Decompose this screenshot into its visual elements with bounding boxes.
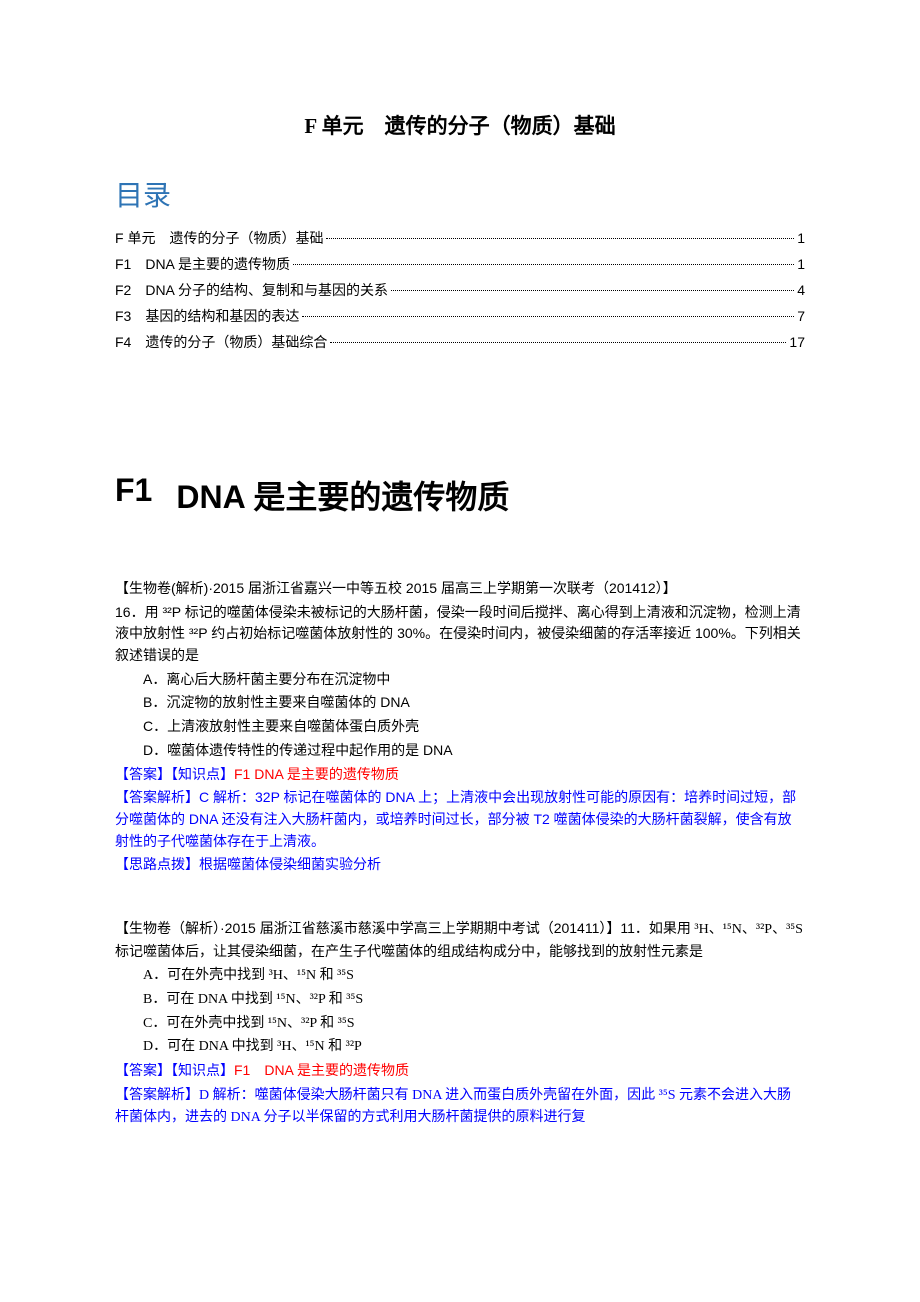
question-stem: 16．用 ³²P 标记的噬菌体侵染未被标记的大肠杆菌，侵染一段时间后搅拌、离心得…	[115, 602, 805, 667]
question-source: 【生物卷(解析)·2015 届浙江省嘉兴一中等五校 2015 届高三上学期第一次…	[115, 578, 805, 600]
toc-label[interactable]: F4 遗传的分子（物质）基础综合	[115, 332, 327, 352]
question-block: 【生物卷（解析）·2015 届浙江省慈溪市慈溪中学高三上学期期中考试（20141…	[115, 918, 805, 1129]
option: D．噬菌体遗传特性的传递过程中起作用的是 DNA	[143, 740, 805, 762]
toc-page: 1	[797, 256, 805, 272]
section-code: F1	[115, 472, 152, 518]
question-block: 【生物卷(解析)·2015 届浙江省嘉兴一中等五校 2015 届高三上学期第一次…	[115, 578, 805, 876]
knowledge-point: 【答案】【知识点】F1 DNA 是主要的遗传物质	[115, 1060, 805, 1082]
spacer	[115, 878, 805, 918]
toc-page: 4	[797, 282, 805, 298]
toc-row: F 单元 遗传的分子（物质）基础 1	[115, 228, 805, 248]
question-options: A．可在外壳中找到 ³H、¹⁵N 和 ³⁵S B．可在 DNA 中找到 ¹⁵N、…	[143, 965, 805, 1058]
toc-label[interactable]: F3 基因的结构和基因的表达	[115, 306, 299, 326]
question-stem: 【生物卷（解析）·2015 届浙江省慈溪市慈溪中学高三上学期期中考试（20141…	[115, 918, 805, 963]
toc-heading: 目录	[115, 174, 805, 214]
option: D．可在 DNA 中找到 ³H、¹⁵N 和 ³²P	[143, 1036, 805, 1058]
toc-label[interactable]: F 单元 遗传的分子（物质）基础	[115, 228, 323, 248]
toc-page: 7	[797, 308, 805, 324]
toc-page: 1	[797, 230, 805, 246]
option: B．可在 DNA 中找到 ¹⁵N、³²P 和 ³⁵S	[143, 989, 805, 1011]
question-options: A．离心后大肠杆菌主要分布在沉淀物中 B．沉淀物的放射性主要来自噬菌体的 DNA…	[143, 669, 805, 762]
toc-page: 17	[789, 334, 805, 350]
section-title: DNA 是主要的遗传物质	[176, 472, 509, 518]
toc-row: F3 基因的结构和基因的表达 7	[115, 306, 805, 326]
answer-analysis: 【答案解析】C 解析：32P 标记在噬菌体的 DNA 上；上清液中会出现放射性可…	[115, 787, 805, 852]
toc-leader	[302, 316, 794, 317]
toc-leader	[391, 290, 794, 291]
option: A．可在外壳中找到 ³H、¹⁵N 和 ³⁵S	[143, 965, 805, 987]
toc-leader	[330, 342, 786, 343]
toc-row: F2 DNA 分子的结构、复制和与基因的关系 4	[115, 280, 805, 300]
page-title: F 单元 遗传的分子（物质）基础	[115, 110, 805, 140]
option: C．上清液放射性主要来自噬菌体蛋白质外壳	[143, 716, 805, 738]
toc-row: F4 遗传的分子（物质）基础综合 17	[115, 332, 805, 352]
knowledge-point: 【答案】【知识点】F1 DNA 是主要的遗传物质	[115, 764, 805, 786]
hint: 【思路点拨】根据噬菌体侵染细菌实验分析	[115, 854, 805, 876]
option: B．沉淀物的放射性主要来自噬菌体的 DNA	[143, 692, 805, 714]
answer-analysis: 【答案解析】D 解析：噬菌体侵染大肠杆菌只有 DNA 进入而蛋白质外壳留在外面，…	[115, 1084, 805, 1129]
toc-leader	[293, 264, 794, 265]
table-of-contents: F 单元 遗传的分子（物质）基础 1 F1 DNA 是主要的遗传物质 1 F2 …	[115, 228, 805, 352]
toc-label[interactable]: F1 DNA 是主要的遗传物质	[115, 254, 290, 274]
option: C．可在外壳中找到 ¹⁵N、³²P 和 ³⁵S	[143, 1013, 805, 1035]
section-heading: F1 DNA 是主要的遗传物质	[115, 472, 805, 518]
toc-row: F1 DNA 是主要的遗传物质 1	[115, 254, 805, 274]
toc-label[interactable]: F2 DNA 分子的结构、复制和与基因的关系	[115, 280, 388, 300]
option: A．离心后大肠杆菌主要分布在沉淀物中	[143, 669, 805, 691]
toc-leader	[326, 238, 794, 239]
